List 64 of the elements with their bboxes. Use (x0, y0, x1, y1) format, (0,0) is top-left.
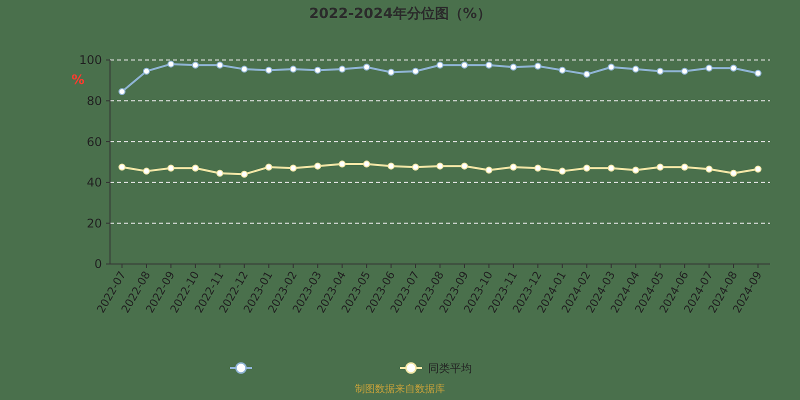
point (706, 64, 713, 72)
point (167, 164, 174, 172)
point (240, 170, 248, 178)
point (632, 166, 640, 174)
point (608, 164, 615, 172)
point (558, 168, 566, 175)
chart-title: 2022-2024年分位图（%） (309, 6, 491, 22)
point (534, 164, 542, 172)
point (314, 66, 322, 74)
point (118, 164, 126, 171)
text: 制图数据来自数据库 (355, 383, 445, 395)
point (363, 160, 370, 168)
point (265, 164, 272, 171)
point (265, 66, 272, 74)
y-tick-label: 20 (86, 216, 102, 230)
point (338, 160, 346, 168)
point (706, 166, 713, 173)
point (583, 70, 590, 78)
point (412, 68, 420, 75)
point (485, 62, 492, 69)
point (510, 164, 517, 171)
point (436, 162, 444, 170)
point (510, 64, 517, 71)
point (534, 62, 542, 70)
point (558, 66, 566, 74)
point (436, 62, 444, 69)
point (167, 60, 174, 68)
point (290, 66, 297, 73)
legend-label: 同类平均 (428, 362, 472, 375)
point (583, 164, 590, 172)
point (460, 62, 468, 69)
point (730, 64, 738, 72)
point (240, 66, 248, 73)
point (681, 164, 688, 171)
point (290, 164, 297, 172)
y-tick-label: 100 (79, 53, 102, 68)
point (656, 68, 664, 75)
point (412, 164, 420, 171)
point (460, 162, 468, 170)
y-tick-label: 60 (86, 134, 102, 149)
y-axis-title: % (71, 73, 85, 88)
point (363, 64, 370, 71)
point (608, 64, 615, 71)
point (314, 162, 322, 170)
point (485, 166, 492, 174)
point (216, 62, 224, 69)
point (388, 68, 395, 76)
point (388, 162, 395, 170)
point (192, 164, 199, 172)
point (338, 66, 346, 73)
point (192, 62, 199, 69)
y-tick-label: 0 (94, 257, 102, 272)
y-tick-label: 40 (86, 176, 102, 190)
point (118, 88, 126, 96)
y-tick-label: 80 (86, 94, 102, 108)
point (216, 170, 224, 177)
point (142, 68, 150, 75)
point (730, 170, 738, 177)
point (656, 164, 664, 171)
point (632, 66, 640, 73)
point (754, 70, 762, 77)
point (142, 168, 150, 175)
point (754, 166, 762, 173)
point (681, 68, 688, 75)
